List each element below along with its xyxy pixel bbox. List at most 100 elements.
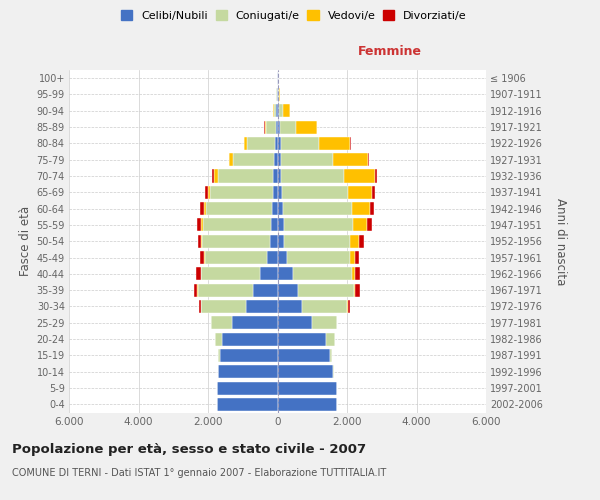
Bar [353,218,367,232]
Bar [277,382,337,394]
Bar [196,268,201,280]
Bar [211,186,273,199]
Bar [277,316,312,330]
Bar [283,104,290,118]
Bar [273,104,274,118]
Bar [370,202,374,215]
Bar [203,218,271,232]
Bar [287,251,350,264]
Bar [298,284,354,296]
Bar [197,234,201,248]
Bar [277,349,329,362]
Bar [283,202,352,215]
Bar [296,120,317,134]
Bar [280,120,296,134]
Bar [284,218,353,232]
Bar [350,251,355,264]
Bar [244,137,247,150]
Bar [350,234,359,248]
Bar [279,104,283,118]
Bar [354,284,355,296]
Bar [277,300,302,313]
Bar [375,170,377,182]
Bar [199,300,201,313]
Bar [274,104,277,118]
Bar [281,186,347,199]
Y-axis label: Anni di nascita: Anni di nascita [554,198,567,285]
Bar [208,186,211,199]
Bar [197,218,201,232]
Text: Popolazione per età, sesso e stato civile - 2007: Popolazione per età, sesso e stato civil… [12,442,366,456]
Legend: Celibi/Nubili, Coniugati/e, Vedovi/e, Divorziati/e: Celibi/Nubili, Coniugati/e, Vedovi/e, Di… [119,8,469,23]
Bar [284,234,350,248]
Bar [201,300,246,313]
Bar [277,365,333,378]
Bar [202,234,270,248]
Bar [253,284,277,296]
Bar [200,251,204,264]
Bar [206,202,272,215]
Bar [260,268,277,280]
Bar [277,332,326,345]
Bar [271,218,277,232]
Bar [218,349,220,362]
Bar [270,234,277,248]
Bar [218,365,277,378]
Bar [277,186,281,199]
Bar [265,120,266,134]
Bar [197,284,253,296]
Bar [276,120,277,134]
Y-axis label: Fasce di età: Fasce di età [19,206,32,276]
Bar [211,316,232,330]
Bar [277,251,287,264]
Bar [201,218,203,232]
Text: COMUNE DI TERNI - Dati ISTAT 1° gennaio 2007 - Elaborazione TUTTITALIA.IT: COMUNE DI TERNI - Dati ISTAT 1° gennaio … [12,468,386,478]
Bar [220,349,277,362]
Bar [347,300,350,313]
Bar [277,234,284,248]
Bar [302,300,347,313]
Bar [267,251,277,264]
Bar [277,268,293,280]
Bar [212,170,214,182]
Bar [217,382,277,394]
Bar [333,153,368,166]
Bar [347,186,372,199]
Bar [201,234,202,248]
Bar [329,349,332,362]
Bar [273,186,277,199]
Bar [201,268,260,280]
Bar [277,137,281,150]
Bar [278,88,279,101]
Bar [274,153,277,166]
Bar [352,202,370,215]
Bar [277,153,281,166]
Bar [277,120,280,134]
Bar [232,316,277,330]
Bar [222,332,277,345]
Bar [200,202,204,215]
Bar [279,88,280,101]
Bar [277,284,298,296]
Bar [344,170,375,182]
Bar [266,120,276,134]
Bar [274,170,277,182]
Bar [205,251,267,264]
Bar [277,170,281,182]
Bar [355,268,360,280]
Bar [359,234,364,248]
Text: Femmine: Femmine [358,45,422,58]
Bar [281,137,319,150]
Bar [372,186,375,199]
Bar [277,104,279,118]
Bar [217,398,277,411]
Bar [355,284,360,296]
Bar [277,218,284,232]
Bar [204,251,205,264]
Bar [275,137,277,150]
Bar [367,218,373,232]
Bar [277,202,283,215]
Bar [205,186,208,199]
Bar [281,153,333,166]
Bar [281,170,344,182]
